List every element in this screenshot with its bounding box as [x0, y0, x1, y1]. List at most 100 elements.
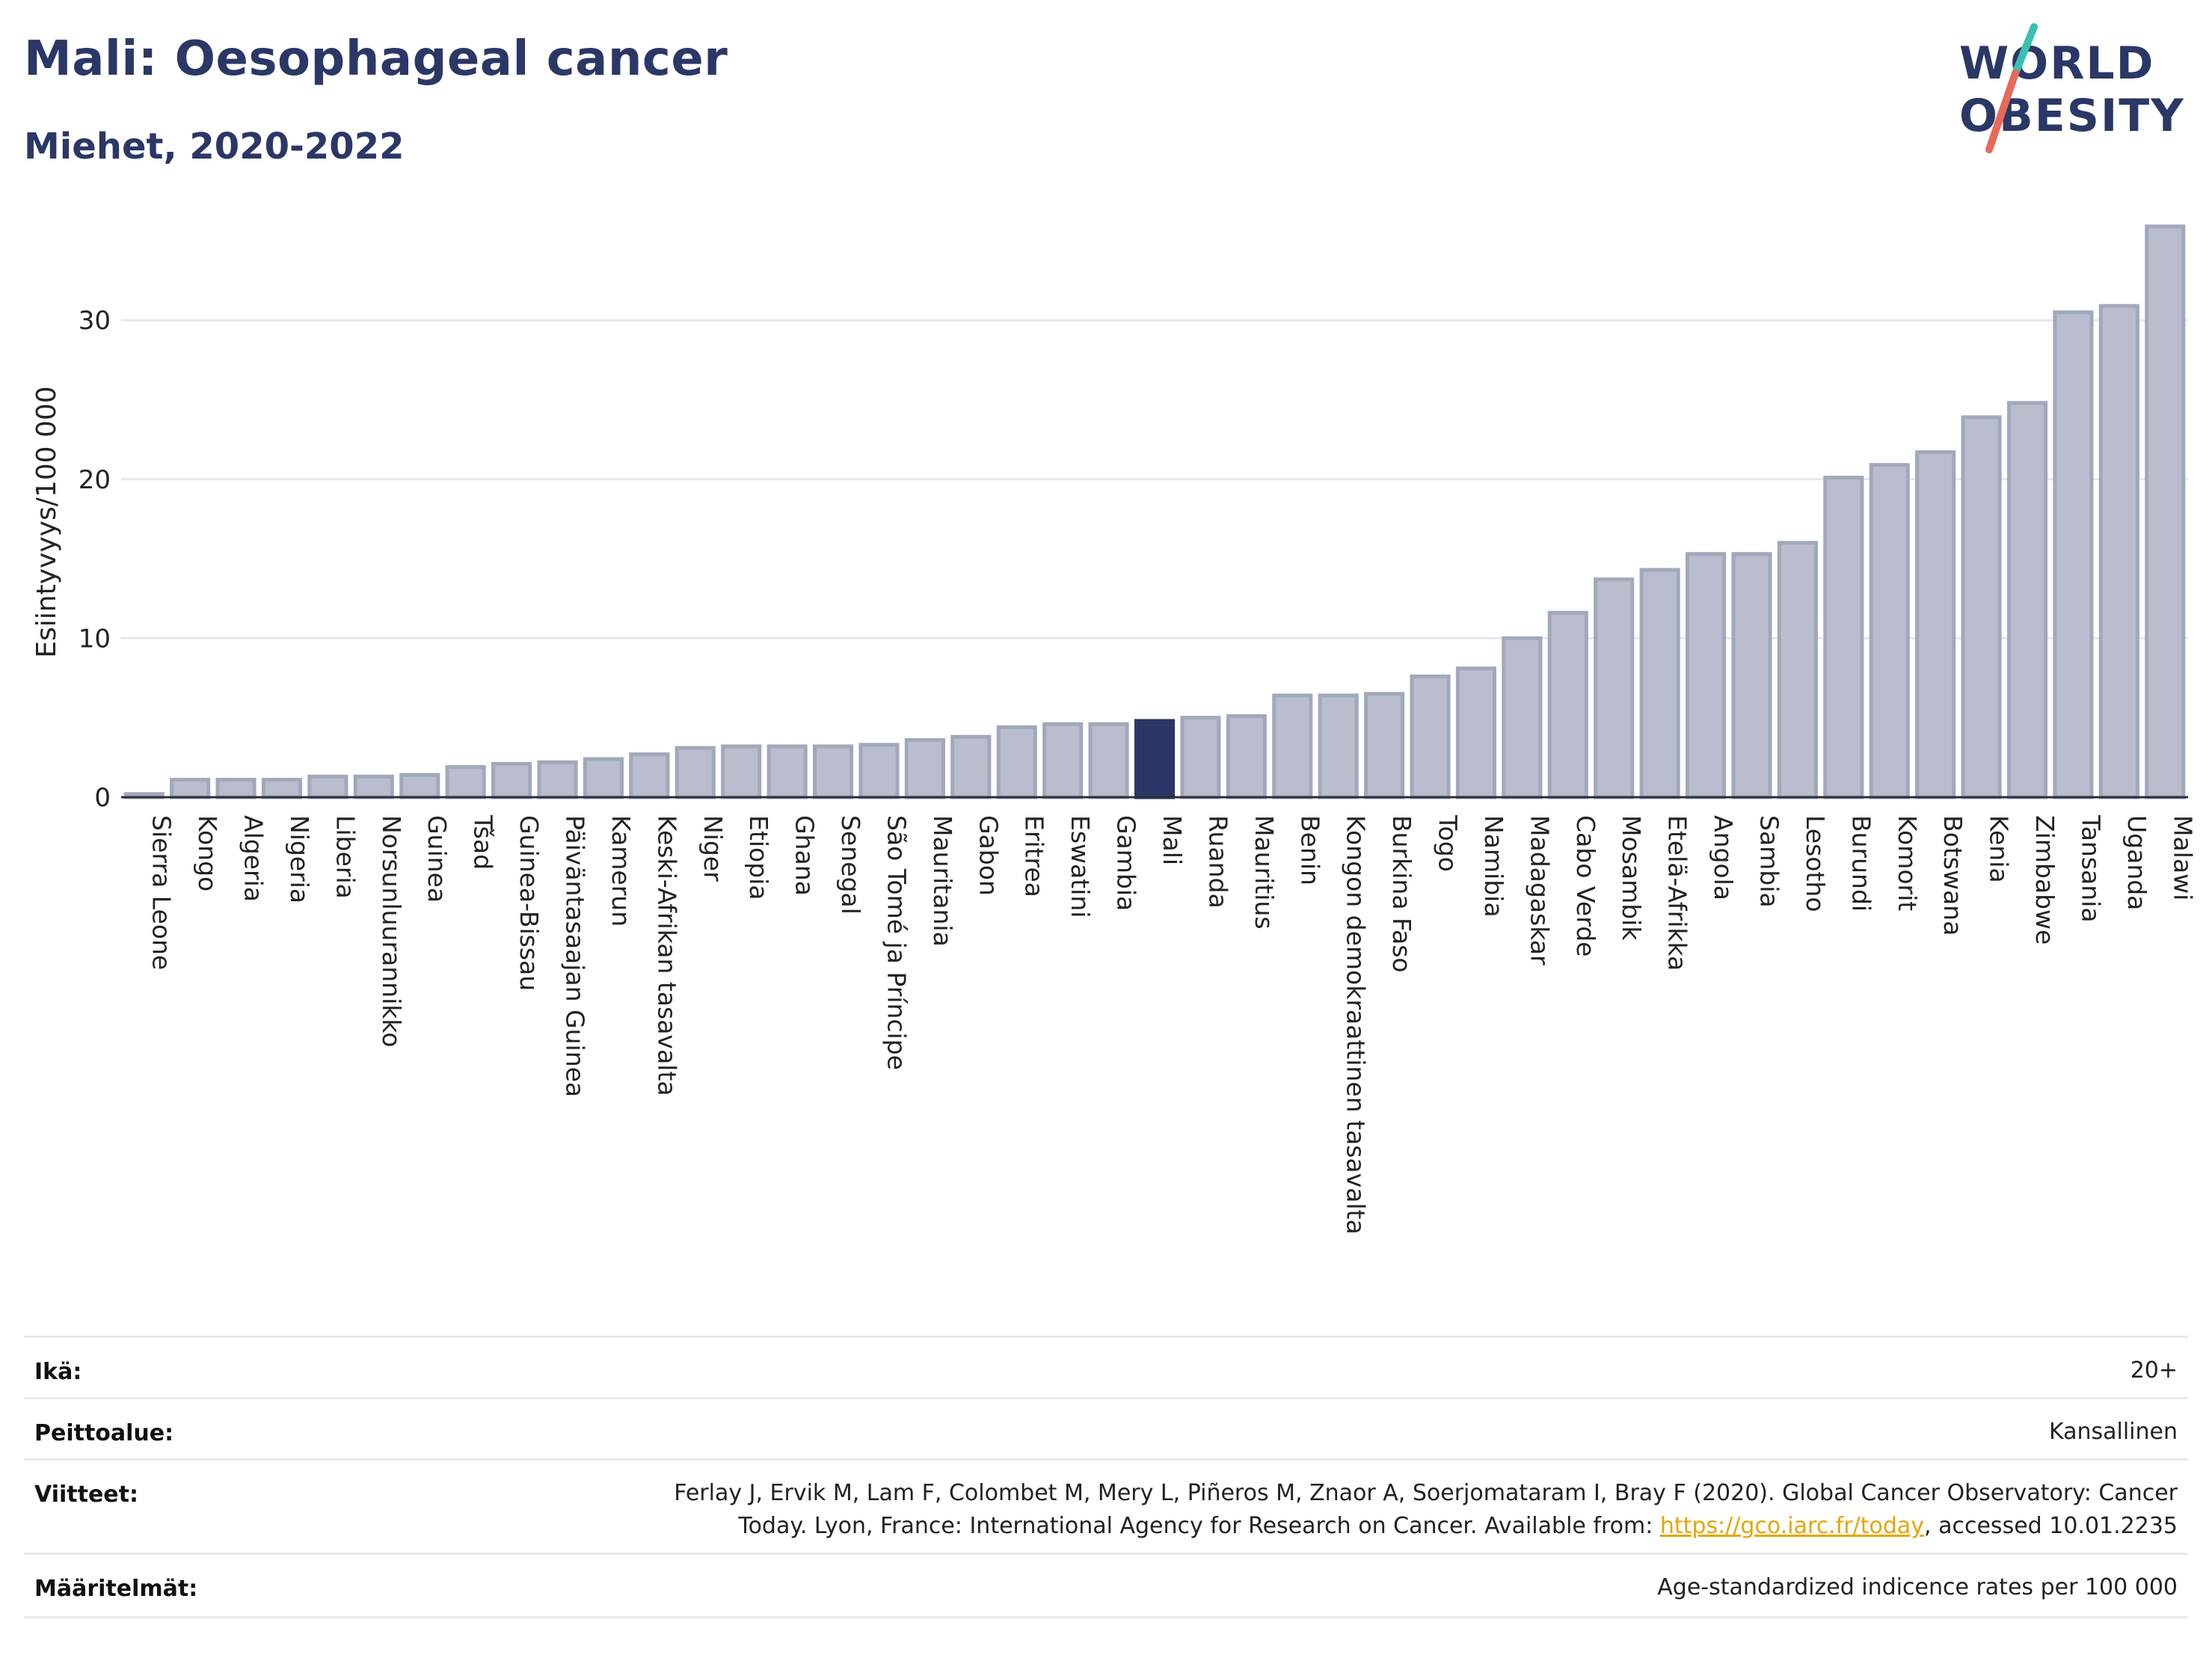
bar-lesotho: [1777, 541, 1818, 799]
bar-algeria: [215, 778, 256, 799]
x-tick-label: Lesotho: [1801, 815, 1830, 912]
x-tick-label: Benin: [1295, 815, 1324, 885]
bar-uganda: [2098, 304, 2139, 799]
bar-gambia: [1088, 722, 1129, 799]
x-tick-label: Tansania: [2076, 814, 2105, 923]
x-tick-label: Mauritius: [1250, 815, 1279, 930]
bar-madagaskar: [1502, 636, 1543, 799]
bar-ruanda: [1180, 716, 1221, 799]
x-tick-label: Eswatini: [1066, 815, 1095, 918]
bar-norsunluurannikko: [353, 774, 394, 799]
x-tick-label: Liberia: [331, 815, 360, 899]
x-tick-label: Burundi: [1846, 815, 1875, 912]
bar-kongo: [170, 778, 211, 799]
x-tick-label: Gambia: [1112, 815, 1141, 911]
x-tick-label: Botswana: [1938, 815, 1967, 936]
x-tick-label: Eritrea: [1020, 815, 1049, 897]
x-tick-label: Senegal: [836, 815, 865, 915]
bar-chart: 0 10 20 30 Sierra Leone Kongo Algeria Nigeria L…: [31, 224, 2198, 1235]
bar-mauritania: [904, 737, 945, 799]
bar-tansania: [2053, 310, 2094, 799]
bar-liberia: [307, 774, 348, 799]
logo-slash-icon: [1985, 23, 2038, 153]
bar-mauritius: [1226, 714, 1267, 799]
bar-guinea: [399, 773, 440, 799]
x-tick-label: São Tomé ja Príncipe: [882, 815, 911, 1070]
x-tick-label: Madagaskar: [1525, 815, 1554, 965]
logo-line-1: WORLD: [1959, 37, 2155, 90]
x-tick-label: Ghana: [790, 815, 820, 896]
reference-line-2-pre: Today. Lyon, France: International Agenc…: [738, 1513, 1660, 1539]
x-tick-label: Kamerun: [606, 815, 636, 927]
x-tick-label: Niger: [698, 815, 728, 882]
x-tick-label: Etiopia: [744, 815, 773, 900]
x-tick-label: Malawi: [2168, 815, 2197, 900]
x-tick-label: Komorit: [1893, 815, 1922, 911]
x-tick-label: Norsunluurannikko: [377, 815, 406, 1048]
x-tick-label: Keski-Afrikan tasavalta: [652, 815, 681, 1096]
y-axis-label: Esiintyvyys/100 000: [31, 386, 62, 657]
bar-ghana: [766, 744, 808, 799]
bars: [123, 224, 2186, 799]
x-tick-label: Angola: [1709, 815, 1738, 900]
chart-subtitle: Miehet, 2020-2022: [24, 126, 405, 168]
meta-key-references: Viitteet:: [34, 1481, 138, 1508]
x-tick-label: Uganda: [2122, 815, 2151, 910]
reference-line-2-post: , accessed 10.01.2235: [1924, 1513, 2178, 1539]
meta-value-references: Ferlay J, Ervik M, Lam F, Colombet M, Me…: [674, 1477, 2178, 1543]
bar-sambia: [1731, 552, 1772, 799]
bar-senegal: [812, 744, 854, 799]
reference-line-1: Ferlay J, Ervik M, Lam F, Colombet M, Me…: [674, 1480, 2178, 1506]
x-tick-label: Kongo: [193, 815, 222, 891]
bar-botswana: [1915, 450, 1956, 799]
x-tick-label: Mosambik: [1617, 815, 1646, 941]
y-tick-label: 30: [79, 306, 111, 336]
bar-gabon: [950, 734, 992, 799]
bar-angola: [1685, 552, 1727, 799]
reference-line-2: Today. Lyon, France: International Agenc…: [674, 1510, 2178, 1543]
x-tick-label: Sierra Leone: [147, 815, 176, 970]
meta-key-age: Ikä:: [34, 1359, 82, 1385]
x-tick-label: Cabo Verde: [1571, 815, 1600, 957]
bar-burundi: [1823, 476, 1864, 799]
x-tick-label: Mali: [1158, 815, 1187, 865]
x-tick-label: Algeria: [239, 815, 268, 902]
x-tick-label: Kongon demokraattinen tasavalta: [1342, 815, 1371, 1235]
x-tick-label: Togo: [1434, 814, 1463, 872]
x-tick-label: Burkina Faso: [1387, 815, 1416, 973]
bar-keski-afrikan-tasavalta: [629, 752, 670, 799]
bar-guinea-bissau: [491, 761, 532, 799]
world-obesity-logo: WORLD OBESITY: [1944, 21, 2199, 163]
x-tick-label: Namibia: [1479, 815, 1508, 918]
bar-mali: [1134, 719, 1176, 799]
meta-key-definitions: Määritelmät:: [34, 1576, 198, 1602]
bar-mosambik: [1594, 577, 1635, 799]
y-tick-label: 10: [79, 624, 111, 654]
bar-etiopia: [721, 744, 762, 799]
bar-p-iv-ntasaajan-guinea: [537, 760, 578, 799]
bar-burkina-faso: [1364, 692, 1405, 799]
bar-kenia: [1961, 415, 2002, 799]
y-tick-label: 0: [94, 783, 111, 813]
meta-row-references: Viitteet: Ferlay J, Ervik M, Lam F, Colo…: [24, 1458, 2188, 1555]
x-tick-label: Mauritania: [928, 815, 957, 947]
chart-title: Mali: Oesophageal cancer: [24, 31, 728, 87]
bar-s-o-tom-ja-pr-ncipe: [858, 743, 900, 799]
x-tick-label: Tšad: [469, 814, 498, 870]
bar-kamerun: [583, 757, 624, 799]
reference-link[interactable]: https://gco.iarc.fr/today: [1659, 1513, 1925, 1539]
x-tick-label: Gabon: [974, 815, 1003, 896]
bar-nigeria: [261, 778, 303, 799]
x-axis-labels: Sierra Leone Kongo Algeria Nigeria Liberia No…: [147, 814, 2198, 1235]
meta-row-age: Ikä: 20+: [24, 1336, 2188, 1399]
bar-kongon-demokraattinen-tasavalta: [1318, 693, 1359, 799]
bar-togo: [1410, 674, 1451, 799]
x-tick-label: Nigeria: [285, 815, 314, 903]
x-tick-label: Päiväntasaajan Guinea: [561, 815, 590, 1097]
meta-key-coverage: Peittoalue:: [34, 1420, 174, 1446]
bar-namibia: [1455, 666, 1497, 799]
bar-eritrea: [996, 725, 1037, 799]
bar-malawi: [2145, 224, 2186, 799]
bar-t-ad: [445, 765, 486, 799]
meta-value-coverage: Kansallinen: [2048, 1419, 2178, 1445]
